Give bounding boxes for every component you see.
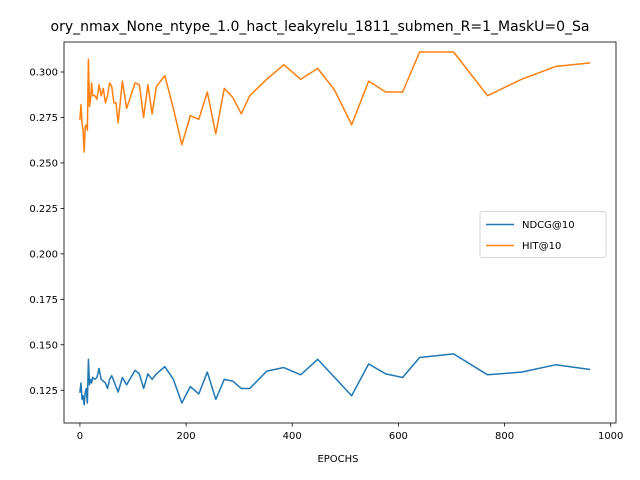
x-tick-label: 200 [177, 431, 196, 442]
x-tick-label: 400 [283, 431, 302, 442]
series-line-hit-10 [79, 51, 591, 153]
x-tick-label: 800 [495, 431, 514, 442]
axes-layer: 0 200 400 600 800 1000 0.125 0.150 0.175 0.200 0.2… [29, 41, 623, 442]
chart-title: ory_nmax_None_ntype_1.0_hact_leakyrelu_1… [51, 19, 590, 35]
x-tick-label: 0 [77, 431, 83, 442]
y-tick-label: 0.250 [29, 158, 58, 169]
y-tick-label: 0.225 [29, 204, 58, 215]
y-tick-label: 0.275 [29, 113, 58, 124]
y-tick-label: 0.300 [29, 68, 58, 79]
legend: NDCG@10 HIT@10 [479, 211, 607, 258]
series-layer [79, 51, 591, 406]
legend-label: NDCG@10 [522, 220, 575, 231]
axes-frame [63, 41, 617, 424]
y-tick-label: 0.125 [29, 386, 58, 397]
x-tick-label: 600 [389, 431, 408, 442]
y-tick-label: 0.200 [29, 249, 58, 260]
x-axis-label: EPOCHS [317, 454, 358, 465]
y-tick-label: 0.175 [29, 295, 58, 306]
y-tick-label: 0.150 [29, 340, 58, 351]
legend-label: HIT@10 [522, 241, 561, 252]
series-line-ndcg-10 [79, 353, 591, 406]
x-tick-label: 1000 [598, 431, 623, 442]
